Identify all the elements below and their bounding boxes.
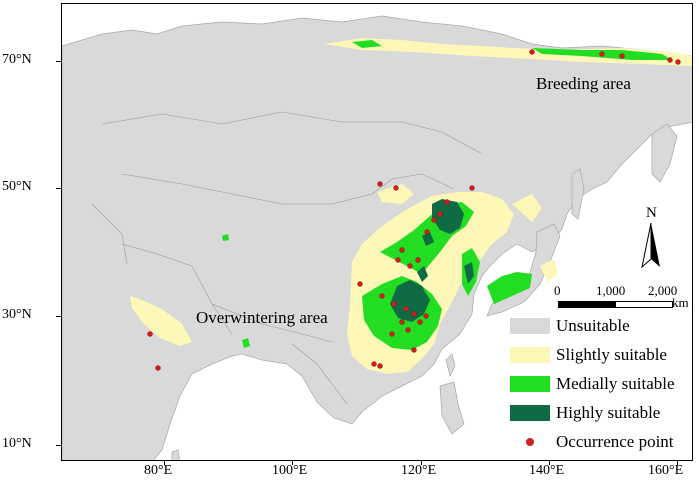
map-frame <box>61 3 693 461</box>
occurrence-point <box>391 301 397 307</box>
scale-label-1000: 1,000 <box>596 283 626 298</box>
legend-swatch-highly-suitable <box>510 405 550 421</box>
scale-bar: 0 1,000 2,000 km <box>548 283 692 313</box>
lon-tick <box>421 461 422 465</box>
occurrence-point <box>619 53 625 59</box>
legend-label-highly-suitable: Highly suitable <box>556 403 661 422</box>
lon-label-160e: 160°E <box>648 463 684 478</box>
occurrence-point <box>395 257 401 263</box>
occurrence-point <box>423 313 429 319</box>
lat-label-10n: 10°N <box>2 436 32 451</box>
legend-item-unsuitable: Unsuitable <box>510 316 630 336</box>
legend-swatch-medially-suitable <box>510 376 550 392</box>
legend-item-occurrence-point: Occurrence point <box>510 432 674 452</box>
occurrence-points <box>147 49 681 371</box>
lon-tick <box>292 461 293 465</box>
highly-suitable-areas <box>390 199 474 322</box>
occurrence-point <box>469 185 475 191</box>
lon-tick <box>677 461 678 465</box>
japan <box>486 223 561 317</box>
lat-label-30n: 30°N <box>2 307 32 322</box>
map-canvas <box>62 15 692 460</box>
occurrence-point <box>377 181 383 187</box>
lon-label-120e: 120°E <box>401 463 437 478</box>
scale-unit: km <box>672 295 689 310</box>
lon-tick <box>164 461 165 465</box>
country-borders <box>91 111 483 405</box>
lat-tick <box>56 188 61 189</box>
legend-dot-occurrence-point <box>526 438 534 446</box>
occurrence-point <box>529 49 535 55</box>
occurrence-point <box>147 331 153 337</box>
lon-label-80e: 80°E <box>144 463 173 478</box>
occurrence-point <box>424 229 430 235</box>
legend-label-unsuitable: Unsuitable <box>556 316 630 335</box>
lon-label-100e: 100°E <box>272 463 308 478</box>
lon-label-140e: 140°E <box>529 463 565 478</box>
lat-label-50n: 50°N <box>2 179 32 194</box>
north-arrow-icon <box>641 223 660 269</box>
occurrence-point <box>405 327 411 333</box>
occurrence-point <box>389 331 395 337</box>
occurrence-point <box>407 263 413 269</box>
legend-swatch-slightly-suitable <box>510 347 550 363</box>
north-label: N <box>646 205 657 221</box>
occurrence-point <box>599 51 605 57</box>
occurrence-point <box>403 306 409 312</box>
occurrence-point <box>431 217 437 223</box>
legend-label-occurrence-point: Occurrence point <box>556 432 674 451</box>
scale-segment-black <box>558 301 616 308</box>
legend-swatch-unsuitable <box>510 318 550 334</box>
sri-lanka <box>171 449 181 460</box>
occurrence-point <box>399 319 405 325</box>
occurrence-point <box>379 293 385 299</box>
occurrence-point <box>437 211 443 217</box>
lat-tick <box>56 61 61 62</box>
occurrence-point <box>417 319 423 325</box>
breeding-area-label: Breeding area <box>536 74 631 93</box>
occurrence-point <box>411 347 417 353</box>
lat-label-70n: 70°N <box>2 52 32 67</box>
lat-tick <box>56 445 61 446</box>
philippines <box>439 381 465 435</box>
lon-tick <box>549 461 550 465</box>
overwintering-area-label: Overwintering area <box>196 308 328 327</box>
legend-item-slightly-suitable: Slightly suitable <box>510 345 667 365</box>
occurrence-point <box>667 57 673 63</box>
legend-label-slightly-suitable: Slightly suitable <box>556 345 667 364</box>
scale-segment-white <box>615 301 673 308</box>
occurrence-point <box>444 199 450 205</box>
legend-item-highly-suitable: Highly suitable <box>510 403 660 423</box>
occurrence-point <box>675 59 681 65</box>
occurrence-point <box>415 257 421 263</box>
legend-item-medially-suitable: Medially suitable <box>510 374 675 394</box>
occurrence-point <box>371 361 377 367</box>
occurrence-point <box>357 281 363 287</box>
kamchatka <box>651 123 678 183</box>
scale-label-2000: 2,000 <box>648 283 678 298</box>
occurrence-point <box>399 247 405 253</box>
occurrence-point <box>377 363 383 369</box>
occurrence-point <box>393 185 399 191</box>
scale-label-0: 0 <box>554 283 561 298</box>
legend-label-medially-suitable: Medially suitable <box>556 374 675 393</box>
sakhalin <box>571 168 585 220</box>
lat-tick <box>56 316 61 317</box>
occurrence-point <box>411 311 417 317</box>
occurrence-point <box>155 365 161 371</box>
taiwan <box>445 353 456 378</box>
